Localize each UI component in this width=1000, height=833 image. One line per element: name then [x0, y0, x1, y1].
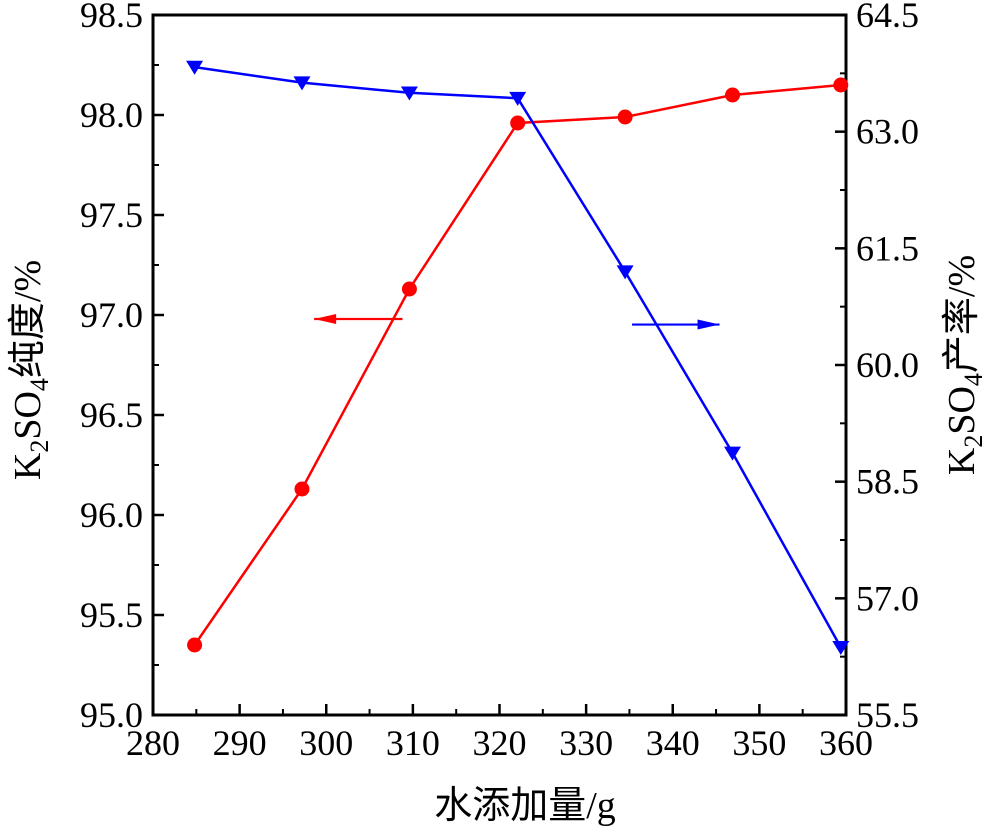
plot-frame	[151, 13, 848, 717]
arrow-head	[697, 319, 720, 330]
series-left-point	[510, 115, 526, 131]
series-right-point	[616, 265, 634, 280]
x-tick-label: 320	[473, 723, 527, 763]
y-left-tick-label: 98.5	[80, 0, 143, 35]
series-left-point	[294, 481, 310, 497]
x-tick-label: 300	[299, 723, 353, 763]
series-right-point	[724, 446, 742, 461]
y-axis-right-title: K2SO4产率/%	[941, 255, 988, 475]
series-right-point	[832, 641, 850, 656]
series-layer	[186, 60, 850, 656]
y-right-tick-label: 58.5	[856, 462, 919, 502]
y-left-tick-label: 97.0	[80, 295, 143, 335]
y-right-tick-label: 55.5	[856, 695, 919, 735]
y-left-tick-label: 96.5	[80, 395, 143, 435]
x-tick-label: 290	[213, 723, 267, 763]
y-axis-left: 95.0 95.5 96.0 96.5 97.0 97.5 98.0 98.5	[80, 0, 164, 735]
y-left-tick-label: 95.5	[80, 595, 143, 635]
y-left-tick-label: 95.0	[80, 695, 143, 735]
x-tick-label: 350	[732, 723, 786, 763]
series-left-point	[833, 77, 849, 93]
series-left-point	[725, 87, 741, 103]
series-right-line	[194, 65, 842, 648]
x-axis-title: 水添加量/g	[434, 785, 616, 827]
series-right-point	[186, 60, 204, 75]
series-left-point	[187, 637, 203, 653]
series-right-point	[293, 76, 311, 91]
series-left-point	[617, 109, 633, 125]
x-tick-label: 310	[386, 723, 440, 763]
y-axis-left-title: K2SO4纯度/%	[7, 260, 54, 480]
arrow-head	[314, 314, 337, 324]
y-left-tick-label: 96.0	[80, 495, 143, 535]
series-right-point	[509, 91, 527, 106]
series-left-point	[401, 281, 417, 297]
arrow-right	[632, 319, 720, 330]
y-right-tick-label: 63.0	[856, 112, 919, 152]
y-axis-right: 55.5 57.0 58.5 60.0 61.5 63.0 64.5	[835, 0, 919, 735]
y-right-tick-label: 57.0	[856, 578, 919, 618]
y-right-tick-label: 60.0	[856, 345, 919, 385]
x-tick-label: 280	[126, 723, 180, 763]
x-tick-label: 330	[559, 723, 613, 763]
series-left-line	[193, 83, 841, 646]
y-right-tick-label: 64.5	[856, 0, 919, 35]
plot-area	[151, 13, 848, 717]
x-tick-label: 340	[646, 723, 700, 763]
series-right-point	[400, 86, 418, 101]
annotation-layer	[314, 314, 720, 330]
y-left-tick-label: 98.0	[80, 95, 143, 135]
x-tick-label: 360	[819, 723, 873, 763]
arrow-left	[314, 314, 403, 324]
y-left-tick-label: 97.5	[80, 195, 143, 235]
x-axis: 280 290 300 310 320 330 340 350 360	[126, 704, 873, 763]
y-right-tick-label: 61.5	[856, 228, 919, 268]
